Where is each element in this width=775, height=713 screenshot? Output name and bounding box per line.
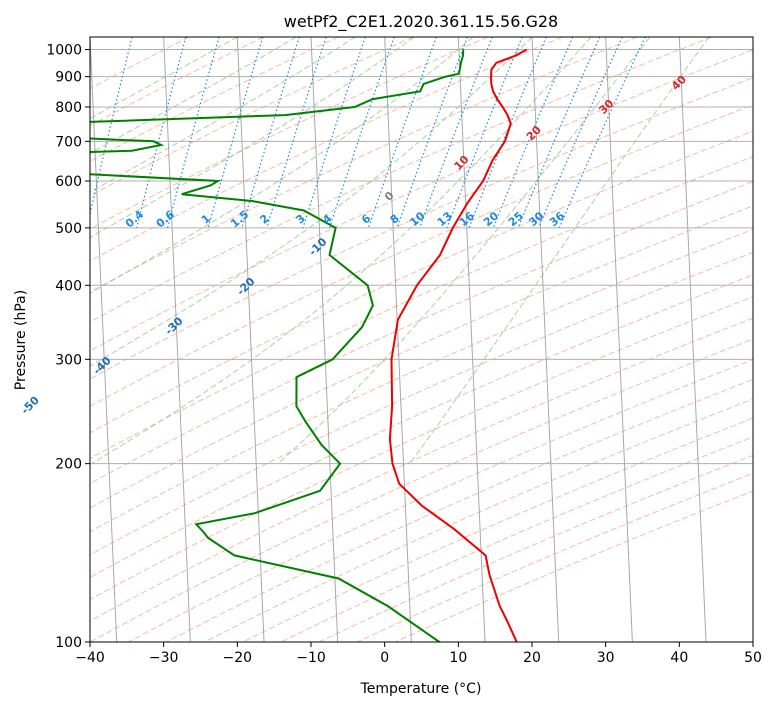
dewpoint-line xyxy=(90,49,465,642)
isotherm-line xyxy=(752,37,753,49)
moist-adiabat-line xyxy=(90,37,356,193)
y-tick-label: 400 xyxy=(55,278,82,294)
plot-frame xyxy=(89,36,754,643)
mixing-ratio-line xyxy=(468,37,547,229)
isotherm-line xyxy=(384,37,412,642)
isotherm-line xyxy=(310,37,339,642)
mixing-ratio-line xyxy=(302,37,366,229)
dry-adiabat-line xyxy=(280,436,753,642)
y-tick-label: 700 xyxy=(55,134,82,150)
y-axis-label: Pressure (hPa) xyxy=(13,290,29,390)
x-tick-label: −20 xyxy=(223,650,253,666)
mixing-ratio-line xyxy=(396,37,469,229)
isotherm-line xyxy=(163,37,191,642)
y-tick-label: 200 xyxy=(55,457,82,473)
x-axis-label: Temperature (°C) xyxy=(360,681,482,697)
chart-title: wetPf2_C2E1.2020.361.15.56.G28 xyxy=(284,12,558,32)
isotherm-line xyxy=(531,37,560,642)
mixing-ratio-line xyxy=(207,37,264,229)
x-tick-label: 30 xyxy=(597,650,615,666)
x-tick-label: 10 xyxy=(449,650,467,666)
y-tick-label: 800 xyxy=(55,100,82,116)
temperature-line xyxy=(388,48,528,642)
mixing-ratio-line xyxy=(517,37,601,229)
x-tick-label: −30 xyxy=(149,650,179,666)
x-tick-label: 0 xyxy=(380,650,389,666)
mixing-ratio-line xyxy=(419,37,493,229)
mixing-ratio-line xyxy=(266,37,327,229)
dry-adiabat-line xyxy=(90,37,563,262)
dry-adiabat-line xyxy=(90,130,753,434)
dry-adiabat-line xyxy=(127,358,753,642)
isotherm-label: -50 xyxy=(19,394,42,417)
dry-adiabat-line xyxy=(90,317,753,622)
y-tick-label: 900 xyxy=(55,70,82,86)
plot-area xyxy=(90,37,753,642)
isotherm-line xyxy=(678,37,707,642)
dry-adiabat-line xyxy=(90,181,753,485)
y-tick-label: 500 xyxy=(55,221,82,237)
x-tick-label: 20 xyxy=(523,650,541,666)
y-tick-label: 600 xyxy=(55,174,82,190)
y-tick-label: 100 xyxy=(55,635,82,651)
y-tick-label: 1000 xyxy=(46,43,82,59)
dry-adiabat-line xyxy=(90,228,753,533)
mixing-ratio-line xyxy=(136,37,187,229)
mixing-ratio-line xyxy=(167,37,220,229)
y-axis: 100 200 300 400 500 600 700 800 900 1000 xyxy=(46,43,90,651)
moist-adiabat-line xyxy=(90,37,297,155)
profile-lines xyxy=(90,48,528,642)
dry-adiabat-line xyxy=(90,205,753,509)
moist-adiabat-line xyxy=(90,37,474,294)
dry-adiabat-line xyxy=(90,37,712,323)
x-tick-label: −10 xyxy=(296,650,326,666)
mixing-ratio-line xyxy=(492,37,574,229)
mixing-ratio-lines xyxy=(40,37,646,229)
x-axis: −40 −30 −20 −10 0 10 20 30 40 50 xyxy=(75,642,762,666)
mixing-ratio-line xyxy=(367,37,437,229)
dry-adiabat-line xyxy=(90,37,339,163)
dry-adiabat-line xyxy=(90,37,414,197)
dry-adiabat-line xyxy=(90,296,753,601)
dry-adiabat-line xyxy=(204,398,753,642)
dry-adiabat-line xyxy=(90,77,753,380)
dry-adiabat-line xyxy=(318,454,753,642)
isotherm-line xyxy=(605,37,633,642)
moist-adiabat-line xyxy=(277,37,651,465)
background-lines xyxy=(90,37,753,642)
dry-adiabat-line xyxy=(90,37,638,293)
isotherm-line xyxy=(457,37,486,642)
dry-adiabat-line xyxy=(90,274,753,579)
mixing-ratio-line xyxy=(446,37,523,229)
x-tick-label: 50 xyxy=(744,650,762,666)
moist-adiabat-line xyxy=(90,37,533,367)
dry-adiabat-line xyxy=(242,417,753,642)
mixing-ratio-line xyxy=(241,37,300,229)
mixing-ratio-line xyxy=(329,37,395,229)
mixing-ratio-line xyxy=(90,37,133,217)
moist-adiabat-line xyxy=(91,37,592,465)
moist-adiabat-line xyxy=(409,37,710,464)
y-tick-label: 300 xyxy=(55,352,82,368)
dry-adiabat-line xyxy=(90,338,753,642)
dry-adiabat-line xyxy=(90,49,753,352)
moist-adiabat-line xyxy=(90,37,238,120)
mixing-ratio-line xyxy=(40,37,82,228)
moist-adiabat-line xyxy=(90,37,415,239)
dry-adiabat-line xyxy=(90,104,753,407)
isotherm-line xyxy=(236,37,265,642)
x-tick-label: −40 xyxy=(75,650,105,666)
x-tick-label: 40 xyxy=(670,650,688,666)
